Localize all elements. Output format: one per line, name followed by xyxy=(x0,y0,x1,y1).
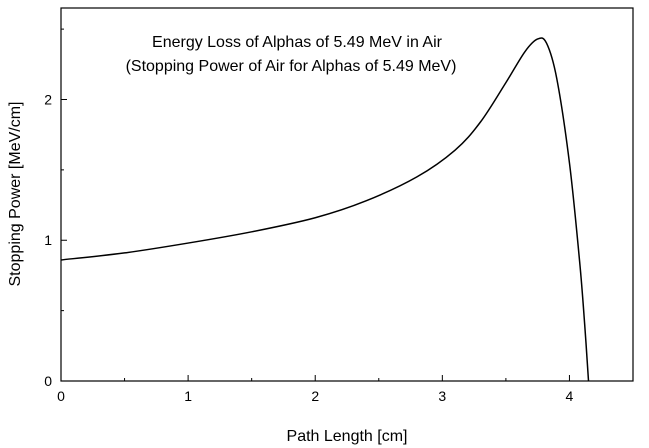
axis-tick-labels: 0 1 2 3 4 0 1 2 xyxy=(44,91,573,404)
series-line xyxy=(60,37,590,382)
y-tick-label: 0 xyxy=(44,373,52,389)
x-tick-label: 1 xyxy=(184,388,192,404)
y-tick-label: 2 xyxy=(44,91,52,107)
chart-title: Energy Loss of Alphas of 5.49 MeV in Air xyxy=(152,34,443,51)
x-axis-title: Path Length [cm] xyxy=(287,428,408,445)
chart-subtitle: (Stopping Power of Air for Alphas of 5.4… xyxy=(126,58,457,75)
y-tick-label: 1 xyxy=(44,232,52,248)
x-tick-label: 0 xyxy=(57,388,65,404)
axis-ticks xyxy=(60,28,570,382)
y-axis-title: Stopping Power [MeV/cm] xyxy=(7,102,24,287)
plot-frame xyxy=(60,7,634,382)
x-tick-label: 4 xyxy=(566,388,574,404)
x-tick-label: 3 xyxy=(438,388,446,404)
x-tick-label: 2 xyxy=(311,388,319,404)
